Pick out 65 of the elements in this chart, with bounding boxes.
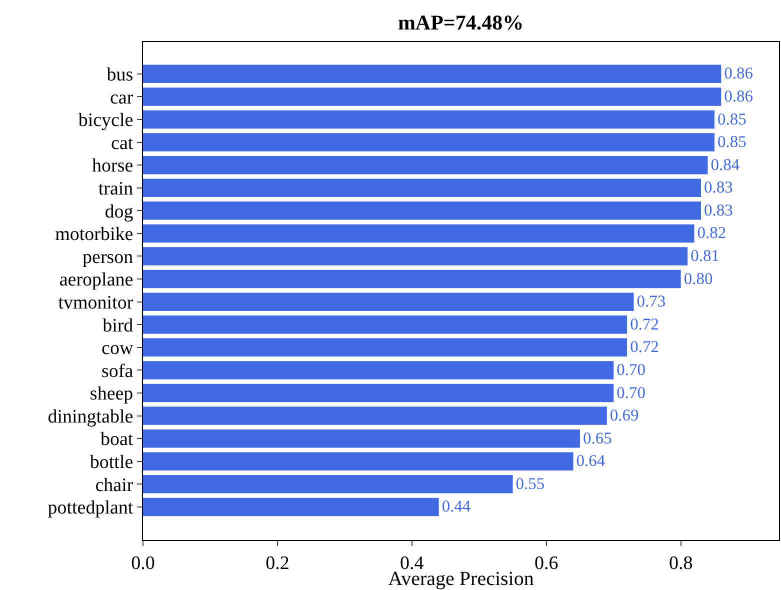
bar xyxy=(143,156,708,174)
data-label: 0.55 xyxy=(516,474,545,493)
data-label: 0.70 xyxy=(616,382,646,402)
data-label: 0.84 xyxy=(710,154,740,174)
x-tick-label: 0.0 xyxy=(131,552,155,574)
data-label: 0.69 xyxy=(610,406,639,425)
data-label: 0.85 xyxy=(717,132,746,152)
bar xyxy=(143,202,702,220)
y-tick-label: horse xyxy=(92,156,134,177)
bar xyxy=(143,88,722,106)
data-label: 0.65 xyxy=(583,428,612,448)
bar xyxy=(143,429,580,448)
data-label: 0.83 xyxy=(704,178,733,197)
data-label: 0.86 xyxy=(724,86,754,106)
chart-title: mAP=74.48% xyxy=(398,10,524,34)
data-label: 0.70 xyxy=(616,360,646,379)
y-tick-label: cow xyxy=(102,338,134,360)
bar xyxy=(143,270,681,288)
y-tick-label: bird xyxy=(102,315,134,336)
y-tick-label: motorbike xyxy=(55,224,134,246)
y-tick-label: bottle xyxy=(90,452,134,474)
y-tick-label: pottedplant xyxy=(48,498,134,519)
x-tick-label: 0.6 xyxy=(534,552,558,574)
y-tick-label: sofa xyxy=(102,360,134,382)
data-label: 0.44 xyxy=(442,496,471,516)
bar xyxy=(143,224,694,243)
bar xyxy=(143,498,439,516)
data-label: 0.72 xyxy=(630,337,659,356)
data-label: 0.64 xyxy=(576,451,606,470)
bar xyxy=(143,338,628,357)
y-tick-label: bicycle xyxy=(78,110,134,132)
bar xyxy=(143,475,513,494)
bar xyxy=(143,384,614,402)
bar xyxy=(143,178,702,197)
bar xyxy=(143,133,714,152)
bar xyxy=(143,361,614,380)
y-tick-label: tvmonitor xyxy=(58,292,134,314)
data-label: 0.86 xyxy=(724,64,754,83)
bar xyxy=(143,316,628,334)
y-tick-label: bus xyxy=(106,64,134,86)
bar xyxy=(143,110,714,129)
y-tick-label: chair xyxy=(95,474,134,496)
data-label: 0.82 xyxy=(697,223,726,242)
bar xyxy=(143,452,574,470)
x-tick-label: 0.8 xyxy=(668,552,693,574)
data-label: 0.73 xyxy=(636,292,666,311)
y-tick-label: diningtable xyxy=(48,406,134,428)
y-tick-label: dog xyxy=(104,201,134,222)
bar xyxy=(143,247,688,266)
y-tick-label: train xyxy=(98,178,134,200)
y-tick-label: boat xyxy=(100,429,134,450)
bar xyxy=(143,406,607,425)
data-label: 0.85 xyxy=(717,109,746,128)
bar xyxy=(143,64,722,84)
data-label: 0.80 xyxy=(684,268,713,288)
x-tick-label: 0.2 xyxy=(266,552,290,574)
y-tick-label: cat xyxy=(111,132,134,154)
bar xyxy=(143,292,634,311)
y-tick-label: person xyxy=(82,246,134,268)
data-label: 0.81 xyxy=(690,246,720,266)
data-label: 0.72 xyxy=(630,314,659,334)
y-tick-label: car xyxy=(110,87,134,108)
y-tick-label: sheep xyxy=(90,384,134,405)
data-label: 0.83 xyxy=(704,200,733,220)
y-tick-label: aeroplane xyxy=(59,270,134,291)
